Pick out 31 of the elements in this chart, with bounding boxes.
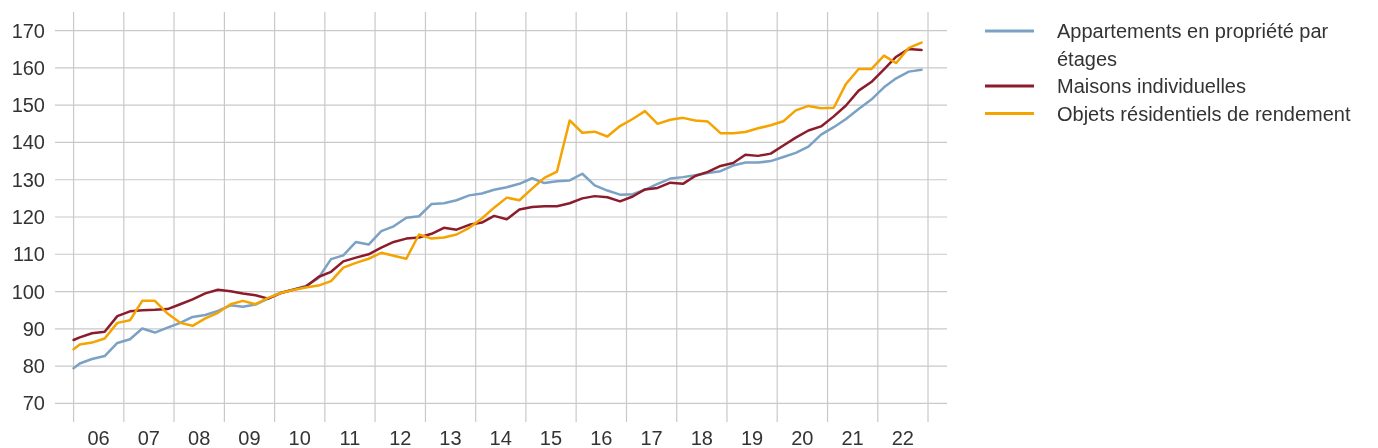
x-tick-label: 12 xyxy=(389,427,412,448)
x-tick-label: 19 xyxy=(740,427,764,448)
legend-label: Appartements en propriété par étages xyxy=(1057,20,1329,70)
y-tick-label: 110 xyxy=(13,243,45,266)
y-tick-label: 130 xyxy=(11,168,45,191)
x-tick-label: 22 xyxy=(891,427,914,448)
y-tick-label: 160 xyxy=(11,56,45,79)
y-tick-label: 140 xyxy=(11,131,45,154)
y-tick-label: 120 xyxy=(11,206,45,228)
y-tick-label: 150 xyxy=(11,94,45,117)
x-tick-label: 18 xyxy=(690,427,713,448)
legend-label: Maisons individuelles xyxy=(1057,75,1246,97)
x-tick-label: 21 xyxy=(841,427,864,448)
x-tick-label: 06 xyxy=(87,427,110,448)
y-tick-label: 70 xyxy=(22,392,45,415)
x-tick-label: 07 xyxy=(137,427,160,448)
y-tick-label: 100 xyxy=(11,280,45,303)
x-tick-label: 20 xyxy=(791,427,814,448)
x-tick-label: 08 xyxy=(188,427,211,448)
x-tick-label: 11 xyxy=(339,427,361,448)
x-tick-label: 13 xyxy=(439,427,462,448)
x-tick-label: 14 xyxy=(489,427,512,448)
x-tick-label: 17 xyxy=(640,427,663,448)
legend-label: Objets résidentiels de rendement xyxy=(1057,102,1351,125)
x-tick-label: 10 xyxy=(288,427,311,448)
y-tick-label: 90 xyxy=(22,317,45,340)
x-tick-label: 09 xyxy=(238,427,261,448)
x-tick-label: 15 xyxy=(539,427,563,448)
x-tick-label: 16 xyxy=(590,427,613,448)
y-tick-label: 80 xyxy=(22,355,45,378)
y-tick-label: 170 xyxy=(11,19,45,42)
